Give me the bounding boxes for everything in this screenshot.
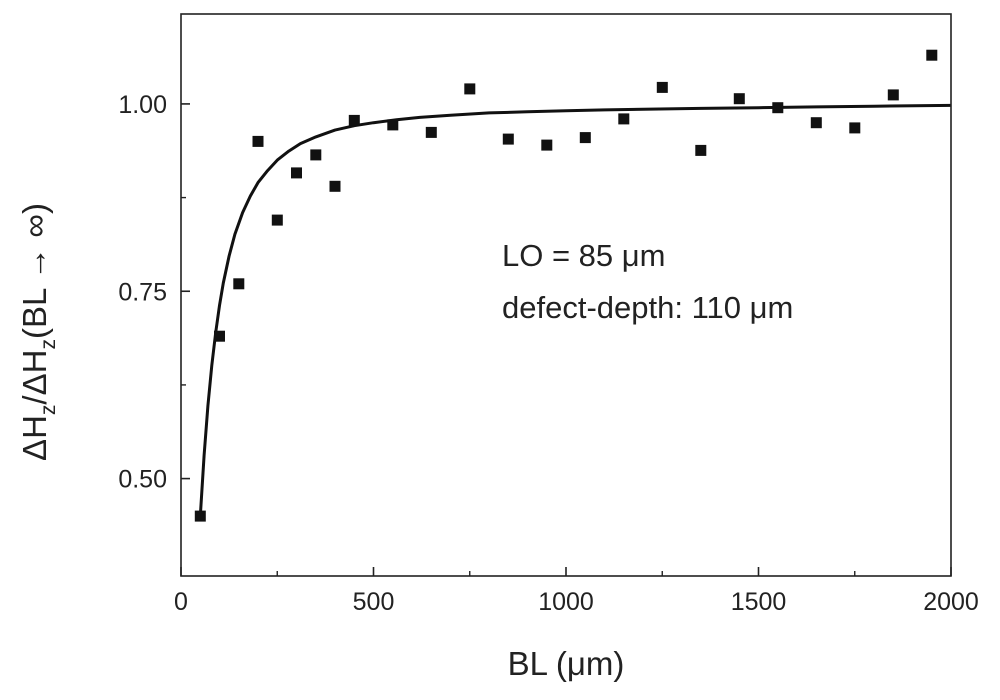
- data-point-13: [541, 139, 553, 151]
- y-axis-title-sub2: z: [37, 339, 60, 350]
- y-axis-title-sub1: z: [37, 405, 60, 416]
- y-tick-label-1: 0.75: [118, 278, 167, 306]
- data-point-3: [252, 135, 264, 147]
- x-axis-title: BL (μm): [508, 645, 625, 682]
- annotation-lo: LO = 85 μm: [502, 238, 665, 273]
- ticks-layer: 0 500 1000 1500 2000 0.50 0.75 1.00: [118, 91, 978, 616]
- fit-curve-line: [198, 103, 952, 517]
- fit-curve-layer: [198, 103, 952, 517]
- data-point-6: [310, 149, 322, 161]
- data-point-20: [810, 117, 822, 129]
- data-point-4: [271, 214, 283, 226]
- x-tick-label-1: 500: [353, 588, 395, 616]
- x-tick-label-2: 1000: [538, 588, 594, 616]
- annotation-defect-depth: defect-depth: 110 μm: [502, 290, 793, 325]
- data-point-10: [425, 126, 437, 138]
- y-axis-title-prefix: ΔH: [16, 415, 53, 461]
- data-point-14: [579, 132, 591, 144]
- data-point-5: [291, 167, 302, 179]
- x-tick-label-4: 2000: [923, 588, 979, 616]
- data-point-7: [329, 180, 341, 192]
- data-point-1: [214, 330, 225, 342]
- data-point-11: [464, 83, 476, 95]
- y-axis-title-suffix: (BL → ∞): [16, 203, 53, 339]
- data-point-17: [695, 144, 707, 156]
- data-point-0: [194, 510, 206, 522]
- data-point-15: [618, 113, 630, 125]
- x-tick-label-3: 1500: [731, 588, 787, 616]
- y-tick-label-0: 0.50: [118, 466, 167, 494]
- data-point-9: [387, 119, 399, 131]
- y-tick-label-2: 1.00: [118, 91, 167, 119]
- x-tick-label-0: 0: [174, 588, 188, 616]
- data-point-23: [926, 49, 938, 61]
- data-point-16: [656, 81, 668, 93]
- y-axis-title-mid: /ΔH: [16, 350, 53, 405]
- data-point-2: [233, 278, 245, 290]
- data-point-21: [849, 122, 861, 134]
- data-point-8: [348, 114, 360, 126]
- y-axis-title: ΔHz/ΔHz(BL → ∞): [16, 203, 60, 461]
- data-point-18: [733, 93, 745, 105]
- data-point-19: [772, 102, 784, 114]
- data-points-layer: [194, 49, 938, 522]
- data-point-12: [502, 133, 514, 145]
- data-point-22: [887, 89, 899, 101]
